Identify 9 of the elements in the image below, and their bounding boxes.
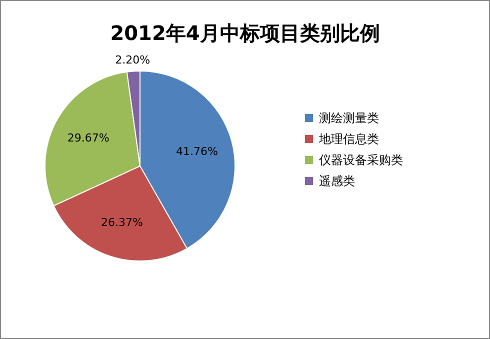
legend-label: 仪器设备采购类	[319, 153, 403, 167]
data-label: 2.20%	[115, 53, 150, 66]
data-label: 26.37%	[101, 216, 143, 230]
legend-label: 测绘测量类	[319, 111, 379, 125]
data-label: 41.76%	[176, 144, 218, 158]
chart-title: 2012年4月中标项目类别比例	[110, 21, 380, 45]
legend-label: 地理信息类	[318, 132, 379, 146]
data-label: 29.67%	[67, 132, 110, 145]
legend-label: 遥感类	[319, 174, 355, 188]
